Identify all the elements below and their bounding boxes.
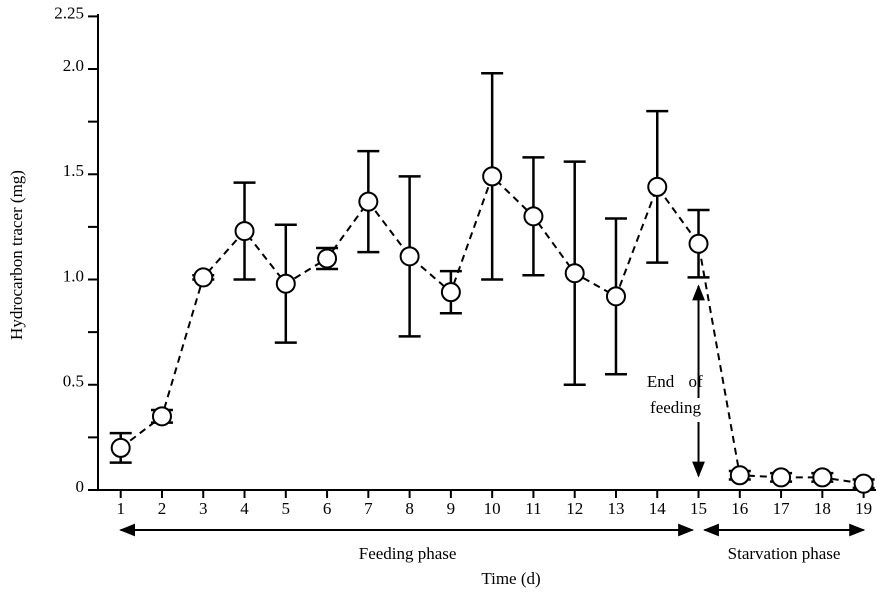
annotation-text: of xyxy=(688,372,703,391)
x-tick-label: 6 xyxy=(323,499,332,518)
data-point xyxy=(853,473,874,494)
data-point xyxy=(523,206,544,227)
phase-label: Starvation phase xyxy=(728,544,841,563)
data-point xyxy=(317,248,338,269)
data-point xyxy=(151,406,172,427)
x-tick-label: 18 xyxy=(814,499,831,518)
y-tick-label: 0.5 xyxy=(63,372,84,391)
x-tick-label: 5 xyxy=(282,499,291,518)
x-tick-label: 12 xyxy=(566,499,583,518)
x-tick-label: 13 xyxy=(607,499,624,518)
data-point xyxy=(688,233,709,254)
data-point xyxy=(358,191,379,212)
x-tick-label: 1 xyxy=(116,499,125,518)
y-axis-label: Hydrocarbon tracer (mg) xyxy=(7,170,26,340)
data-point xyxy=(812,467,833,488)
data-point xyxy=(399,246,420,267)
x-tick-label: 11 xyxy=(525,499,541,518)
x-axis-label: Time (d) xyxy=(481,569,540,588)
data-point xyxy=(110,437,131,458)
x-tick-label: 8 xyxy=(405,499,414,518)
data-point xyxy=(771,467,792,488)
data-point xyxy=(275,273,296,294)
annotation-text: feeding xyxy=(650,398,701,417)
y-tick-label: 2.25 xyxy=(54,3,84,22)
data-point xyxy=(193,267,214,288)
x-tick-label: 15 xyxy=(690,499,707,518)
x-tick-label: 3 xyxy=(199,499,208,518)
x-tick-label: 14 xyxy=(649,499,667,518)
data-point xyxy=(605,286,626,307)
y-tick-label: 2.0 xyxy=(63,56,84,75)
data-point xyxy=(234,221,255,242)
phase-label: Feeding phase xyxy=(359,544,457,563)
x-tick-label: 4 xyxy=(240,499,249,518)
x-tick-label: 10 xyxy=(484,499,501,518)
x-tick-label: 16 xyxy=(731,499,748,518)
x-tick-label: 9 xyxy=(447,499,456,518)
y-tick-label: 1.5 xyxy=(63,161,84,180)
annotation-text: End xyxy=(647,372,675,391)
data-point xyxy=(729,465,750,486)
data-point xyxy=(564,263,585,284)
x-tick-label: 7 xyxy=(364,499,373,518)
data-point xyxy=(482,166,503,187)
x-tick-label: 2 xyxy=(158,499,167,518)
x-tick-label: 19 xyxy=(855,499,872,518)
y-tick-label: 1.0 xyxy=(63,266,84,285)
data-point xyxy=(440,282,461,303)
data-point xyxy=(647,176,668,197)
y-tick-label: 0 xyxy=(76,477,85,496)
x-tick-label: 17 xyxy=(773,499,791,518)
